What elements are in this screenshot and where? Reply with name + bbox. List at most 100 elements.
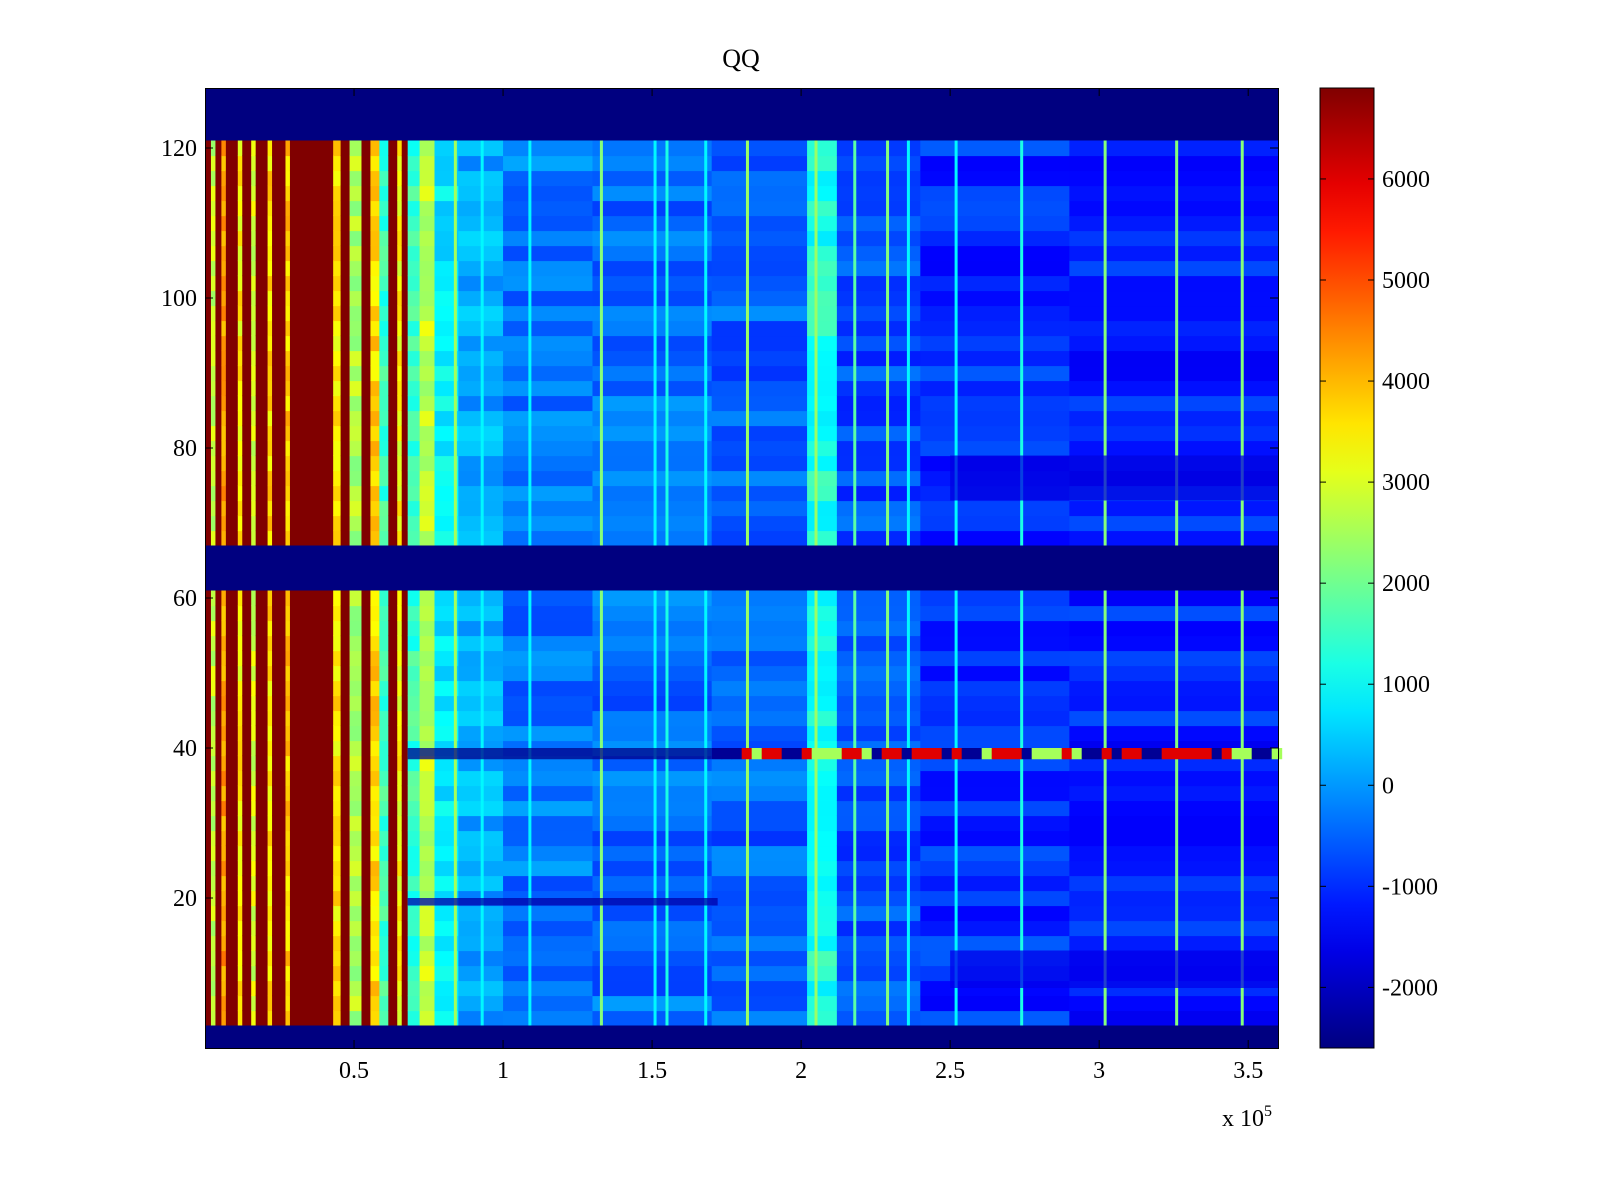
heatmap-cell — [401, 470, 409, 487]
heatmap-cell — [407, 785, 421, 802]
heatmap-cell — [340, 185, 351, 202]
heatmap-cell — [920, 500, 1070, 517]
heatmap-cell — [361, 725, 372, 742]
heatmap-cell — [1069, 185, 1279, 202]
heatmap-cell — [210, 245, 217, 262]
heatmap-cell — [205, 470, 212, 487]
heatmap-cell — [267, 530, 273, 547]
heatmap-cell — [434, 425, 459, 442]
heatmap-cell — [289, 515, 301, 532]
heatmap-cell — [215, 380, 222, 397]
heatmap-cell — [333, 305, 342, 322]
heatmap-row-feature — [1261, 748, 1273, 760]
heatmap-cell — [210, 650, 217, 667]
heatmap-streak — [745, 590, 749, 1026]
heatmap-cell — [397, 305, 403, 322]
heatmap-cell — [251, 980, 257, 997]
heatmap-cell — [401, 590, 409, 607]
heatmap-cell — [210, 875, 217, 892]
heatmap-cell — [370, 500, 380, 517]
heatmap-row-feature — [811, 748, 823, 760]
heatmap-cell — [210, 365, 217, 382]
heatmap-cell — [210, 605, 217, 622]
heatmap-cell — [361, 245, 372, 262]
heatmap-cell — [1069, 140, 1279, 157]
heatmap-cell — [251, 725, 257, 742]
heatmap-cell — [419, 770, 436, 787]
heatmap-cell — [267, 830, 273, 847]
heatmap-cell — [1069, 605, 1279, 622]
heatmap-row-feature — [801, 748, 813, 760]
heatmap-cell — [503, 350, 594, 367]
heatmap-cell — [1069, 500, 1279, 517]
heatmap-row-feature — [1071, 748, 1083, 760]
heatmap-cell — [333, 860, 342, 877]
heatmap-cell — [210, 860, 217, 877]
heatmap-cell — [300, 440, 334, 457]
heatmap-cell — [503, 530, 594, 547]
heatmap-cell — [434, 905, 459, 922]
heatmap-cell — [407, 725, 421, 742]
heatmap-cell — [836, 425, 921, 442]
heatmap-row-feature — [921, 748, 933, 760]
heatmap-cell — [807, 875, 838, 892]
heatmap-cell — [267, 260, 273, 277]
heatmap-cell — [711, 965, 808, 982]
heatmap-cell — [361, 380, 372, 397]
heatmap-cell — [255, 140, 269, 157]
heatmap-cell — [289, 875, 301, 892]
heatmap-cell — [333, 815, 342, 832]
heatmap-cell — [251, 185, 257, 202]
heatmap-cell — [592, 185, 713, 202]
heatmap-cell — [285, 215, 291, 232]
heatmap-cell — [379, 740, 389, 757]
heatmap-cell — [340, 770, 351, 787]
colorbar-bar — [1319, 87, 1375, 1049]
heatmap-cell — [711, 665, 808, 682]
heatmap-cell — [251, 710, 257, 727]
heatmap-cell — [221, 710, 227, 727]
heatmap-cell — [215, 335, 222, 352]
heatmap-cell — [333, 665, 342, 682]
heatmap-cell — [361, 410, 372, 427]
heatmap-cell — [434, 275, 459, 292]
heatmap-row-feature — [961, 748, 973, 760]
heatmap-cell — [340, 650, 351, 667]
heatmap-cell — [225, 440, 239, 457]
heatmap-cell — [251, 350, 257, 367]
heatmap-cell — [210, 845, 217, 862]
heatmap-cell — [407, 950, 421, 967]
heatmap-cell — [401, 755, 409, 772]
heatmap-cell — [807, 380, 838, 397]
heatmap-cell — [255, 200, 269, 217]
heatmap-streak — [1240, 140, 1244, 546]
heatmap-cell — [592, 140, 713, 157]
heatmap-cell — [503, 1010, 594, 1027]
heatmap-cell — [285, 440, 291, 457]
heatmap-cell — [349, 620, 363, 637]
heatmap-cell — [221, 365, 227, 382]
heatmap-cell — [210, 680, 217, 697]
heatmap-cell — [836, 905, 921, 922]
heatmap-cell — [401, 665, 409, 682]
heatmap-row-feature — [731, 748, 743, 760]
heatmap-cell — [434, 950, 459, 967]
heatmap-cell — [370, 470, 380, 487]
heatmap-cell — [349, 440, 363, 457]
heatmap-cell — [255, 620, 269, 637]
heatmap-cell — [592, 980, 713, 997]
heatmap-cell — [361, 275, 372, 292]
heatmap-cell — [289, 320, 301, 337]
heatmap-cell — [289, 620, 301, 637]
heatmap-cell — [205, 635, 212, 652]
heatmap-cell — [267, 920, 273, 937]
heatmap-streak — [1020, 590, 1024, 1026]
heatmap-cell — [285, 410, 291, 427]
heatmap-cell — [419, 995, 436, 1012]
heatmap-cell — [401, 350, 409, 367]
heatmap-cell — [836, 290, 921, 307]
heatmap-cell — [397, 275, 403, 292]
heatmap-cell — [210, 785, 217, 802]
heatmap-cell — [215, 185, 222, 202]
heatmap-cell — [807, 830, 838, 847]
